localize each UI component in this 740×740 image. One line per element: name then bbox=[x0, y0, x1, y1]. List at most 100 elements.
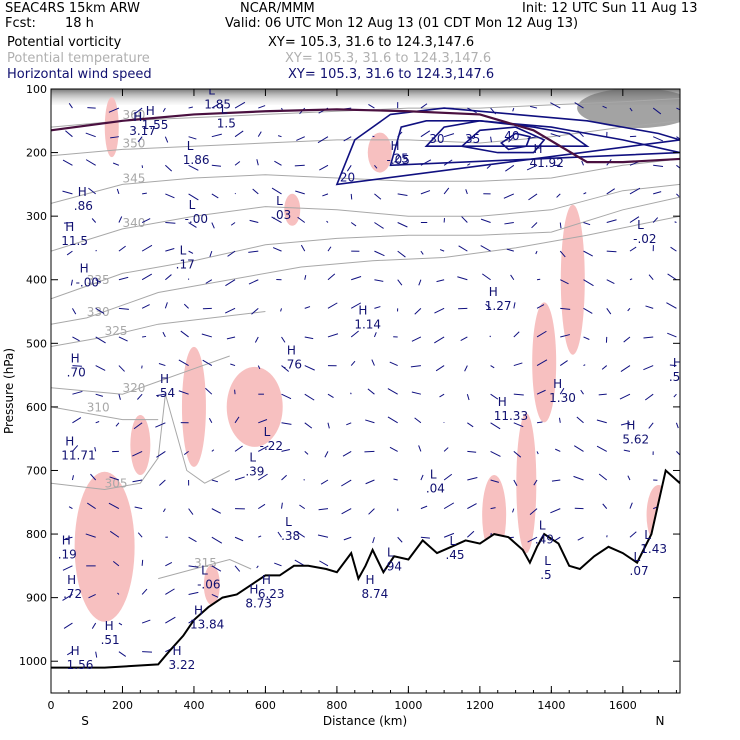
wind-vector bbox=[277, 531, 282, 538]
tropopause-line bbox=[51, 108, 680, 164]
x-tick-label: 1200 bbox=[466, 699, 494, 712]
wind-vector bbox=[115, 422, 120, 427]
wind-vector bbox=[95, 365, 106, 371]
wind-vector bbox=[234, 536, 244, 542]
wind-vector bbox=[304, 451, 309, 455]
wind-vector bbox=[110, 136, 119, 139]
wind-vector bbox=[574, 102, 584, 109]
wind-vector bbox=[188, 536, 197, 543]
wind-vector bbox=[364, 450, 375, 453]
theta-contour bbox=[51, 406, 159, 421]
pv-extremum-type: H bbox=[80, 261, 89, 275]
wind-vector bbox=[254, 336, 259, 343]
pv-extremum-type: H bbox=[533, 142, 542, 156]
wind-vector bbox=[108, 107, 120, 113]
wind-vector bbox=[327, 422, 330, 429]
pv-extremum-value: .38 bbox=[281, 529, 300, 543]
wind-vector bbox=[141, 559, 144, 566]
y-tick-label: 500 bbox=[26, 337, 47, 350]
wind-vector bbox=[530, 105, 538, 109]
wind-vector bbox=[258, 503, 266, 510]
center-name: NCAR/MMM bbox=[240, 1, 315, 16]
pv-extremum-type: H bbox=[262, 573, 271, 587]
wind-vector bbox=[558, 417, 561, 423]
wind-vector bbox=[118, 394, 121, 400]
wind-vector bbox=[606, 250, 617, 253]
pv-extremum-value: .51 bbox=[101, 633, 120, 647]
wind-vector bbox=[629, 216, 640, 223]
wind-vector bbox=[225, 279, 236, 287]
wind-vector bbox=[559, 250, 566, 258]
wind-vector bbox=[583, 192, 587, 195]
pv-extremum-type: H bbox=[65, 434, 74, 448]
wind-vector bbox=[85, 533, 96, 538]
wind-vector bbox=[467, 450, 477, 453]
wind-vector bbox=[414, 417, 422, 424]
wind-vector bbox=[162, 107, 166, 113]
pv-extremum-value: .19 bbox=[58, 548, 77, 562]
pv-extremum-type: H bbox=[78, 185, 87, 199]
wind-vector bbox=[156, 450, 166, 458]
wind-vector bbox=[676, 107, 680, 111]
wind-vector bbox=[137, 532, 143, 538]
pv-extremum-type: L bbox=[201, 563, 208, 577]
pv-extremum-value: 11.71 bbox=[61, 448, 95, 462]
wind-vector bbox=[583, 279, 594, 287]
pv-extremum-type: H bbox=[65, 220, 74, 234]
wind-vector bbox=[536, 451, 539, 455]
wind-vector bbox=[457, 276, 468, 281]
wind-vector bbox=[439, 393, 445, 398]
wind-vector bbox=[669, 364, 677, 367]
wind-vector bbox=[365, 419, 375, 424]
wind-vector bbox=[653, 164, 664, 167]
wind-vector bbox=[281, 474, 287, 481]
wind-vector bbox=[420, 536, 430, 539]
y-tick-label: 200 bbox=[26, 147, 47, 160]
wind-vector bbox=[95, 249, 97, 252]
wind-vector bbox=[397, 250, 406, 258]
wind-vector bbox=[341, 479, 352, 487]
wind-vector bbox=[85, 132, 96, 138]
wind-vector bbox=[460, 336, 468, 342]
wind-vector bbox=[629, 187, 641, 195]
wind-vector bbox=[319, 164, 329, 171]
pv-extremum-type: L bbox=[544, 554, 551, 568]
wind-vector bbox=[435, 365, 445, 372]
wind-vector bbox=[156, 393, 166, 397]
wind-vector bbox=[108, 502, 120, 510]
pv-extremum-type: L bbox=[430, 467, 437, 481]
theta-contour bbox=[51, 394, 230, 491]
wind-vector bbox=[573, 445, 584, 452]
theta-contour-label: 305 bbox=[105, 477, 128, 491]
wind-vector bbox=[134, 506, 143, 510]
wind-vector bbox=[464, 365, 468, 372]
wind-vector bbox=[513, 362, 523, 367]
wind-vector bbox=[211, 222, 215, 229]
wind-speed-label: 20 bbox=[340, 170, 355, 184]
wind-vector bbox=[66, 250, 73, 256]
wind-vector bbox=[374, 306, 381, 309]
wind-vector bbox=[373, 332, 377, 338]
wind-speed-contour bbox=[424, 119, 590, 147]
wind-vector bbox=[533, 479, 538, 486]
wind-vector bbox=[443, 532, 455, 538]
pv-extremum-value: 3.22 bbox=[169, 658, 196, 672]
valid-time: Valid: 06 UTC Mon 12 Aug 13 (01 CDT Mon … bbox=[225, 16, 579, 31]
wind-vector bbox=[142, 335, 147, 338]
wind-vector bbox=[211, 479, 219, 483]
wind-vector-layer bbox=[62, 101, 680, 658]
pv-extremum-value: .17 bbox=[176, 258, 195, 272]
wind-vector bbox=[648, 422, 654, 429]
y-tick-label: 700 bbox=[26, 464, 47, 477]
wind-vector bbox=[583, 250, 593, 257]
pv-extremum-value: 1.85 bbox=[204, 97, 231, 111]
field-xy-theta: XY= 105.3, 31.6 to 124.3,147.6 bbox=[285, 51, 492, 66]
wind-vector bbox=[327, 302, 338, 309]
wind-vector bbox=[94, 446, 97, 452]
wind-vector bbox=[598, 473, 608, 481]
wind-vector bbox=[180, 330, 189, 338]
wind-vector bbox=[602, 503, 608, 509]
pv-extremum-type: L bbox=[637, 218, 644, 232]
pv-extremum-type: H bbox=[391, 139, 400, 153]
theta-contour-label: 345 bbox=[122, 171, 145, 185]
